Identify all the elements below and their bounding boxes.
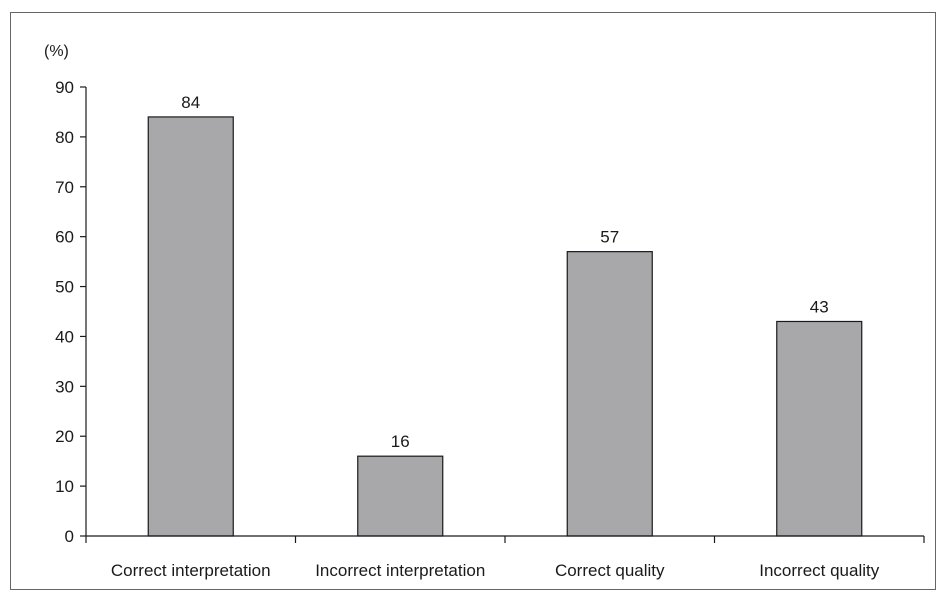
data-label: 16 (391, 432, 410, 451)
data-labels: 84 16 57 43 (181, 93, 828, 451)
data-label: 57 (600, 228, 619, 247)
y-axis-unit-label: (%) (44, 43, 69, 60)
category-label: Correct quality (555, 561, 665, 580)
bar (357, 455, 444, 537)
category-label: Incorrect interpretation (315, 561, 485, 580)
x-axis (85, 535, 925, 543)
data-label: 84 (181, 93, 200, 112)
y-tick-label: 70 (55, 178, 74, 197)
y-tick-label: 90 (55, 78, 74, 97)
category-label: Correct interpretation (111, 561, 271, 580)
y-tick-label: 10 (55, 477, 74, 496)
bar (776, 320, 863, 537)
bar (147, 116, 234, 537)
bars (147, 116, 863, 537)
y-tick-label: 40 (55, 327, 74, 346)
y-tick-label: 20 (55, 427, 74, 446)
y-tick-label: 60 (55, 228, 74, 247)
y-axis-ticks: 0 10 20 30 40 50 60 70 80 90 (55, 78, 87, 546)
data-label: 43 (810, 297, 829, 316)
y-tick-label: 0 (65, 527, 74, 546)
y-tick-label: 80 (55, 128, 74, 147)
category-labels: Correct interpretation Incorrect interpre… (111, 561, 880, 580)
bar (566, 251, 653, 537)
category-label: Incorrect quality (759, 561, 879, 580)
y-tick-label: 30 (55, 377, 74, 396)
y-tick-label: 50 (55, 278, 74, 297)
